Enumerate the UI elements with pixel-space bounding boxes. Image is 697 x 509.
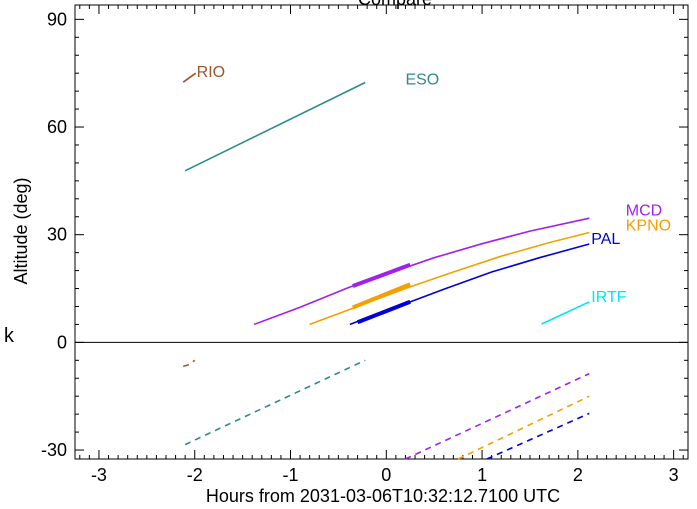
y-tick-label: 30 — [47, 225, 67, 245]
series-dashed-rio — [182, 359, 196, 368]
x-tick-label: -1 — [283, 465, 299, 485]
x-tick-label: 3 — [669, 465, 679, 485]
y-tick-label: -30 — [41, 440, 67, 460]
y-tick-label: 60 — [47, 117, 67, 137]
series-label-kpno: KPNO — [626, 218, 671, 235]
x-tick-label: -3 — [91, 465, 107, 485]
y-axis-label: Altitude (deg) — [11, 177, 31, 284]
series-dashed-eso — [184, 359, 366, 446]
x-tick-label: -2 — [187, 465, 203, 485]
series-label-mcd: MCD — [626, 203, 662, 220]
series-dashed-pal — [486, 412, 590, 460]
series-lines — [182, 72, 590, 460]
plot-border — [74, 4, 689, 460]
series-dashed-kpno — [457, 395, 590, 460]
x-tick-label: 1 — [477, 465, 487, 485]
series-label-irtf: IRTF — [591, 289, 626, 306]
series-line-rio — [182, 72, 197, 83]
series-line-irtf — [541, 301, 590, 325]
series-line-mcd — [253, 217, 590, 326]
series-line-kpno — [309, 231, 590, 326]
series-dashed-mcd — [405, 372, 590, 460]
series-label-eso: ESO — [405, 72, 439, 89]
x-axis-label: Hours from 2031-03-06T10:32:12.7100 UTC — [206, 486, 560, 506]
x-tick-label: 0 — [381, 465, 391, 485]
series-label-rio: RIO — [197, 64, 225, 81]
plot-frame — [74, 4, 689, 460]
y-tick-label: 0 — [57, 332, 67, 352]
axis-ticks: -3 -2 -1 0 1 2 3 -30 0 30 60 90 — [41, 5, 688, 485]
side-label: k — [3, 326, 15, 349]
series-line-eso — [184, 81, 366, 172]
y-tick-label: 90 — [47, 9, 67, 29]
series-thick-pal — [356, 299, 411, 325]
x-tick-label: 2 — [573, 465, 583, 485]
series-thick-kpno — [352, 282, 411, 310]
series-thick-mcd — [352, 262, 411, 288]
series-label-pal: PAL — [591, 231, 620, 248]
